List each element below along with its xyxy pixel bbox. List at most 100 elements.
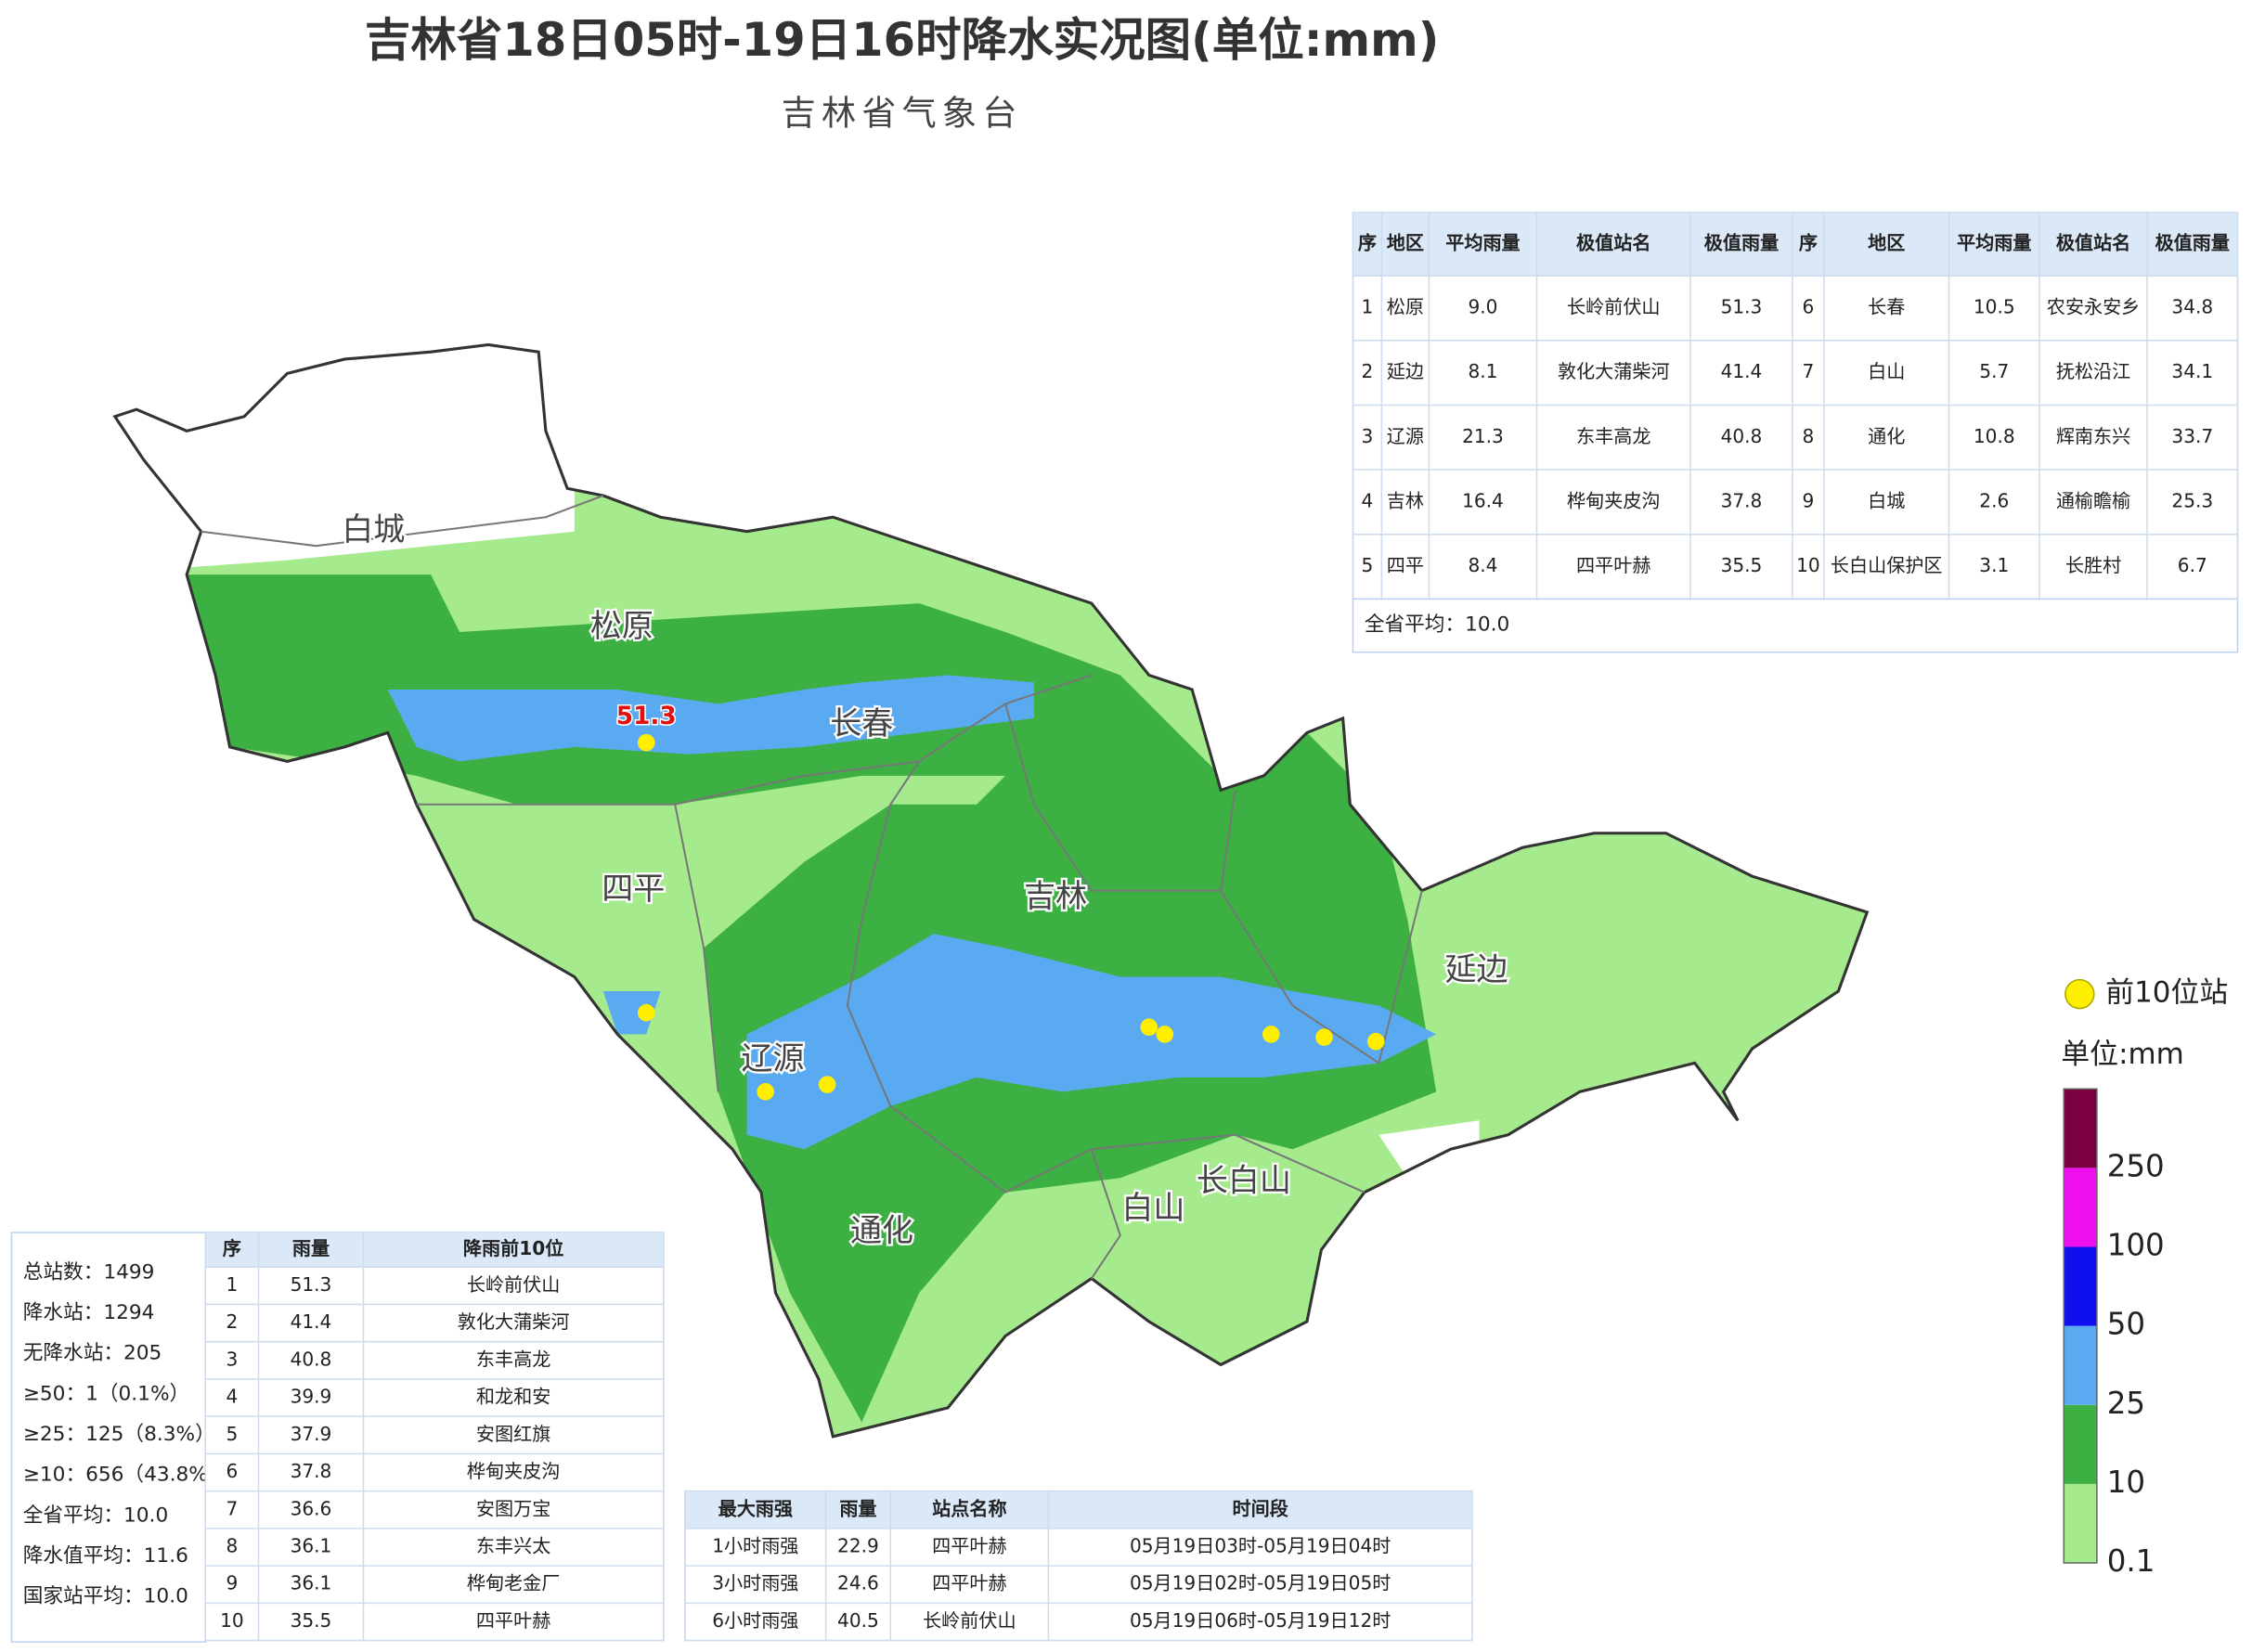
color-bin: [2064, 1089, 2097, 1168]
stat-line: 降水站：1294: [23, 1301, 155, 1324]
border: [846, 760, 949, 1151]
table-cell: 松原: [1387, 296, 1424, 318]
table-cell: 四平叶赫: [1576, 554, 1650, 576]
color-tick: 50: [2107, 1307, 2145, 1342]
table-cell: 东丰高龙: [1576, 425, 1650, 447]
table-header-bg: [685, 1491, 1472, 1529]
table-cell: 51.3: [291, 1273, 332, 1296]
table-cell: 3: [226, 1348, 238, 1370]
table-cell: 2: [1362, 360, 1374, 382]
table-cell: 05月19日03时-05月19日04时: [1130, 1535, 1391, 1557]
region-label: 长白山: [1197, 1162, 1291, 1199]
table-header: 极值站名: [1576, 232, 1650, 254]
region-label: 松原: [590, 608, 654, 645]
table-cell: 桦甸老金厂: [467, 1572, 561, 1594]
table-header: 降雨前10位: [463, 1237, 563, 1259]
table-cell: 10.8: [1974, 425, 2015, 447]
border: [674, 804, 719, 1092]
stat-line: 无降水站：205: [23, 1342, 162, 1365]
stat-line: 国家站平均：10.0: [23, 1585, 188, 1608]
stat-line: 总站数：1499: [23, 1260, 155, 1284]
table-cell: 34.8: [2171, 296, 2213, 318]
table-header: 站点名称: [932, 1497, 1006, 1519]
rain-heavy: [602, 991, 661, 1035]
table-cell: 5.7: [1979, 360, 2009, 382]
table-cell: 8: [1803, 425, 1815, 447]
max-label: 51.3: [616, 703, 677, 730]
table-cell: 4: [226, 1386, 238, 1408]
table-header: 平均雨量: [1957, 232, 2031, 254]
table-cell: 05月19日06时-05月19日12时: [1130, 1609, 1391, 1632]
table-header: 地区: [1868, 232, 1905, 254]
table-cell: 白城: [1868, 489, 1905, 511]
top-station: [757, 1083, 774, 1101]
table-cell: 37.9: [291, 1423, 332, 1445]
table-cell: 通化: [1868, 425, 1905, 447]
region-label: 白山: [1121, 1190, 1184, 1227]
region-label: 通化: [850, 1213, 913, 1250]
color-tick: 0.1: [2107, 1543, 2155, 1579]
table-cell: 6小时雨强: [712, 1609, 798, 1632]
table-cell: 四平: [1387, 554, 1424, 576]
top-station: [1262, 1026, 1280, 1043]
table-cell: 2: [226, 1310, 238, 1333]
table-cell: 3.1: [1979, 554, 2009, 576]
table-cell: 1小时雨强: [712, 1535, 798, 1557]
table-cell: 农安永安乡: [2047, 296, 2141, 318]
table-cell: 37.8: [291, 1460, 332, 1482]
table-cell: 敦化大蒲柴河: [1558, 360, 1670, 382]
table-cell: 3: [1362, 425, 1374, 447]
region-label: 延边: [1444, 951, 1508, 988]
top-station: [637, 1003, 655, 1022]
table-cell: 吉林: [1387, 489, 1424, 511]
rain-moderate: [187, 574, 1437, 1423]
color-tick: 10: [2107, 1465, 2145, 1500]
table-cell: 35.5: [291, 1609, 332, 1632]
color-bar: 0.1 10 25 50 100 250: [2063, 1088, 2165, 1579]
table-cell: 3小时雨强: [712, 1572, 798, 1594]
table-cell: 长岭前伏山: [467, 1273, 561, 1296]
table-cell: 延边: [1387, 360, 1424, 382]
region-label: 白城: [342, 511, 405, 549]
table-cell: 9.0: [1468, 296, 1497, 318]
top-station: [818, 1076, 836, 1093]
table-footer: 全省平均：10.0: [1365, 613, 1509, 636]
top-station: [1156, 1026, 1174, 1043]
table-cell: 10: [1796, 554, 1820, 576]
table-cell: 1: [1362, 296, 1374, 318]
table-cell: 7: [226, 1497, 238, 1519]
table-cell: 39.9: [291, 1386, 332, 1408]
table-cell: 10.5: [1974, 296, 2015, 318]
border: [1004, 703, 1236, 892]
rain-none: [114, 344, 575, 575]
table-cell: 40.8: [1721, 425, 1763, 447]
tables: 序地区 平均雨量 极值站名 极值雨量序地区 平均雨量 极值站名 极值雨量1 松原 9.0 长岭前伏…: [10, 212, 2239, 1643]
table-cell: 东丰高龙: [476, 1348, 550, 1370]
table-cell: 9: [1803, 489, 1815, 511]
table-cell: 桦甸夹皮沟: [467, 1460, 561, 1482]
table-cell: 6: [226, 1460, 238, 1482]
table-header-bg: [205, 1233, 664, 1268]
table-cell: 36.6: [291, 1497, 332, 1519]
legend-dot: [2064, 978, 2095, 1010]
table-cell: 22.9: [837, 1535, 879, 1557]
table-cell: 桦甸夹皮沟: [1567, 489, 1661, 511]
table-cell: 四平叶赫: [476, 1609, 550, 1632]
color-bin: [2064, 1483, 2097, 1564]
table-cell: 安图红旗: [476, 1423, 550, 1445]
table-cell: 8.4: [1468, 554, 1497, 576]
table-header: 极值雨量: [2155, 232, 2230, 254]
table-header: 时间段: [1232, 1497, 1288, 1519]
table-cell: 四平叶赫: [932, 1535, 1006, 1557]
table-header: 雨量: [292, 1237, 330, 1259]
table-cell: 长岭前伏山: [1567, 296, 1661, 318]
table-cell: 抚松沿江: [2056, 360, 2130, 382]
table-cell: 8.1: [1468, 360, 1497, 382]
table-header: 最大雨强: [718, 1497, 793, 1519]
table-cell: 4: [1362, 489, 1374, 511]
table-cell: 41.4: [291, 1310, 332, 1333]
table-cell: 41.4: [1721, 360, 1763, 382]
color-bin: [2064, 1404, 2097, 1484]
table-cell: 四平叶赫: [932, 1572, 1006, 1594]
table-header: 序: [1358, 232, 1377, 254]
